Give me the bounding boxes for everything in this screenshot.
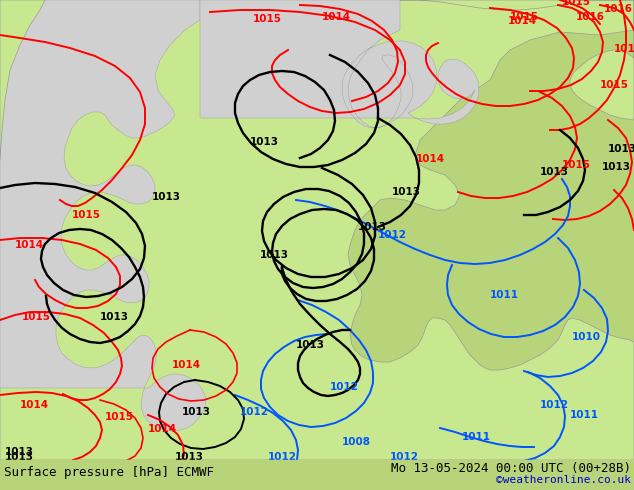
Text: 1013: 1013 [358, 222, 387, 232]
Text: 1014: 1014 [508, 16, 537, 26]
Text: 1013: 1013 [100, 312, 129, 322]
Polygon shape [400, 0, 634, 120]
Polygon shape [0, 0, 206, 431]
Polygon shape [200, 0, 479, 128]
Text: 1010: 1010 [572, 332, 601, 342]
Text: 1015: 1015 [562, 0, 591, 7]
Text: 1013: 1013 [540, 167, 569, 177]
Bar [0, 460, 634, 490]
Text: 1013: 1013 [5, 447, 34, 457]
Text: 1015: 1015 [105, 412, 134, 422]
Text: 1015: 1015 [253, 14, 282, 24]
Text: Mo 13-05-2024 00:00 UTC (00+28B): Mo 13-05-2024 00:00 UTC (00+28B) [391, 462, 631, 474]
Text: 1015: 1015 [562, 160, 591, 170]
Text: 1016: 1016 [576, 12, 605, 22]
Text: 1012: 1012 [378, 230, 407, 240]
Polygon shape [0, 0, 634, 460]
Text: 1013: 1013 [250, 137, 279, 147]
Text: 1013: 1013 [5, 452, 34, 462]
Text: 1013: 1013 [175, 452, 204, 462]
Text: 1013: 1013 [392, 187, 421, 197]
Text: 1014: 1014 [148, 424, 177, 434]
Text: 1015: 1015 [72, 210, 101, 220]
Text: 1013: 1013 [260, 250, 289, 260]
Text: 1015: 1015 [600, 80, 629, 90]
Text: 1016: 1016 [614, 44, 634, 54]
Text: 1013: 1013 [608, 144, 634, 154]
Text: 1015: 1015 [510, 12, 539, 22]
Text: 1012: 1012 [330, 382, 359, 392]
Polygon shape [0, 0, 45, 160]
Text: 1013: 1013 [182, 407, 211, 417]
Text: 1014: 1014 [15, 240, 44, 250]
Text: 1011: 1011 [570, 410, 599, 420]
Text: ©weatheronline.co.uk: ©weatheronline.co.uk [496, 475, 631, 485]
Text: 1012: 1012 [268, 452, 297, 462]
Text: 1013: 1013 [602, 162, 631, 172]
Text: 1012: 1012 [390, 452, 419, 462]
Text: 1013: 1013 [152, 192, 181, 202]
Text: 1016: 1016 [604, 4, 633, 14]
Text: 1014: 1014 [416, 154, 445, 164]
Text: 1008: 1008 [342, 437, 371, 447]
Text: 1014: 1014 [322, 12, 351, 22]
Text: 1012: 1012 [540, 400, 569, 410]
Text: 1014: 1014 [172, 360, 201, 370]
Text: 1011: 1011 [490, 290, 519, 300]
Text: 1014: 1014 [20, 400, 49, 410]
Text: 1012: 1012 [240, 407, 269, 417]
Text: 1015: 1015 [22, 312, 51, 322]
Text: Surface pressure [hPa] ECMWF: Surface pressure [hPa] ECMWF [4, 466, 214, 479]
Text: 1013: 1013 [296, 340, 325, 350]
Text: 1011: 1011 [462, 432, 491, 442]
